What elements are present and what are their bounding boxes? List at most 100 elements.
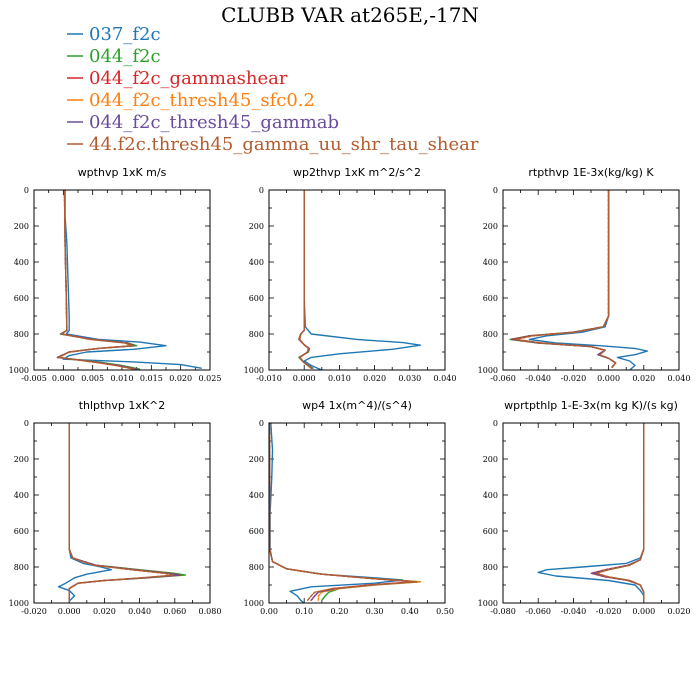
chart-panel: wpthvp 1xK m/s 0 200 400 600 800 1000-0.005 0.0…: [9, 166, 222, 383]
series-line: [68, 423, 174, 602]
y-tick-label: 200: [249, 222, 264, 231]
y-tick-label: 600: [483, 294, 498, 303]
x-tick-label: 0.040: [434, 374, 457, 383]
x-tick-label: 0.040: [128, 607, 151, 616]
y-tick-label: 600: [483, 527, 498, 536]
x-tick-label: -0.080: [490, 607, 516, 616]
series-line: [514, 190, 617, 368]
y-tick-label: 0: [24, 186, 29, 195]
panel-title: rtpthvp 1E-3x(kg/kg) K: [528, 166, 654, 179]
y-tick-label: 400: [14, 258, 29, 267]
y-tick-label: 800: [483, 330, 498, 339]
legend-label: 044_f2c_gammashear: [89, 68, 288, 89]
x-tick-label: 0.30: [366, 607, 384, 616]
x-tick-label: 0.080: [199, 607, 222, 616]
x-tick-label: 0.20: [330, 607, 348, 616]
chart-panel: thlpthvp 1xK^2 0 200 400 600 800 1000-0.020 0.0…: [9, 399, 222, 616]
chart-panel: wp2thvp 1xK m^2/s^2 0 200 400 600 800 1000-0.0…: [244, 166, 457, 383]
chart-panel: rtpthvp 1E-3x(kg/kg) K02004006008001000-…: [478, 166, 691, 383]
x-tick-label: -0.020: [21, 607, 47, 616]
x-tick-label: 0.010: [328, 374, 351, 383]
y-tick-label: 400: [14, 491, 29, 500]
series-line: [62, 190, 202, 369]
x-tick-label: -0.005: [21, 374, 47, 383]
panel-title: thlpthvp 1xK^2: [79, 399, 166, 412]
legend-label: 044_f2c_thresh45_sfc0.2: [89, 90, 315, 111]
x-tick-label: 0.020: [632, 374, 655, 383]
legend-label: 44.f2c.thresh45_gamma_uu_shr_tau_shear: [89, 134, 479, 155]
plot-frame: [33, 189, 211, 371]
series-line: [537, 423, 645, 602]
x-tick-label: -0.060: [490, 374, 516, 383]
series-group: [298, 190, 422, 370]
plot-frame: [33, 422, 211, 604]
series-line: [528, 190, 648, 370]
chart-panel: wprtpthlp 1-E-3x(m kg K)/(s kg) 0 200 400 60…: [478, 399, 691, 616]
series-line: [269, 423, 422, 601]
series-line: [56, 190, 138, 370]
y-tick-label: 1000: [478, 599, 498, 608]
x-tick-label: 0.060: [163, 607, 186, 616]
series-line: [595, 423, 645, 602]
x-tick-label: 0.025: [199, 374, 222, 383]
series-line: [303, 190, 422, 370]
series-group: [509, 190, 648, 370]
x-tick-label: 0.010: [111, 374, 134, 383]
y-tick-label: 400: [249, 258, 264, 267]
x-tick-label: 0.50: [436, 607, 454, 616]
series-group: [56, 190, 202, 370]
legend-item: 044_f2c_gammashear: [67, 68, 288, 89]
y-tick-label: 1000: [244, 599, 264, 608]
y-tick-label: 0: [493, 419, 498, 428]
y-tick-label: 1000: [478, 366, 498, 375]
series-line: [57, 190, 135, 370]
y-tick-label: 1000: [9, 366, 29, 375]
series-line: [595, 423, 645, 602]
x-tick-label: -0.010: [256, 374, 282, 383]
y-tick-label: 200: [14, 222, 29, 231]
plot-frame: [268, 422, 446, 604]
x-tick-label: 0.000: [58, 607, 81, 616]
legend: 037_f2c044_f2c044_f2c_gammashear044_f2c_…: [67, 24, 479, 155]
series-line: [269, 423, 418, 601]
legend-item: 037_f2c: [67, 24, 161, 45]
panel-title: wp2thvp 1xK m^2/s^2: [293, 166, 421, 179]
y-tick-label: 600: [14, 294, 29, 303]
y-tick-label: 200: [249, 455, 264, 464]
x-tick-label: -0.020: [561, 374, 587, 383]
x-tick-label: 0.00: [260, 607, 278, 616]
y-tick-label: 1000: [9, 599, 29, 608]
panel-title: wpthvp 1xK m/s: [78, 166, 167, 179]
y-tick-label: 600: [14, 527, 29, 536]
x-tick-label: -0.040: [561, 607, 587, 616]
y-tick-label: 800: [14, 563, 29, 572]
x-tick-label: 0.020: [668, 607, 691, 616]
figure-title: CLUBB VAR at265E,-17N: [221, 3, 479, 27]
y-tick-label: 600: [249, 527, 264, 536]
y-tick-label: 800: [483, 563, 498, 572]
x-tick-label: 0.020: [363, 374, 386, 383]
plot-frame: [268, 189, 446, 371]
panel-title: wprtpthlp 1-E-3x(m kg K)/(s kg): [504, 399, 678, 412]
legend-item: 044_f2c: [67, 46, 161, 67]
y-tick-label: 0: [259, 186, 264, 195]
x-tick-label: 0.000: [632, 607, 655, 616]
x-tick-label: 0.000: [597, 374, 620, 383]
y-tick-label: 0: [24, 419, 29, 428]
series-group: [269, 423, 422, 603]
legend-item: 044_f2c_thresh45_sfc0.2: [67, 90, 315, 111]
y-tick-label: 400: [483, 258, 498, 267]
series-line: [514, 190, 617, 368]
plot-frame: [502, 422, 680, 604]
y-tick-label: 1000: [244, 366, 264, 375]
x-tick-label: 0.005: [81, 374, 104, 383]
y-tick-label: 800: [249, 330, 264, 339]
x-tick-label: 0.10: [295, 607, 313, 616]
x-tick-label: 0.40: [401, 607, 419, 616]
x-tick-label: -0.060: [525, 607, 551, 616]
x-tick-label: -0.020: [596, 607, 622, 616]
series-line: [57, 423, 113, 602]
